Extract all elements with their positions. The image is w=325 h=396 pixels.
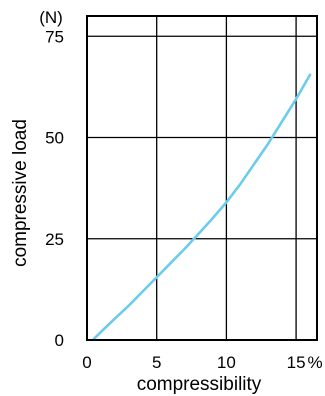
grid-lines bbox=[87, 16, 317, 340]
y-tick-label: 25 bbox=[45, 230, 64, 249]
x-tick-label: 0 bbox=[82, 353, 91, 372]
x-unit-label: % bbox=[307, 353, 322, 372]
y-unit-label: (N) bbox=[39, 8, 63, 27]
x-tick-labels: 0 5 10 15 bbox=[82, 353, 305, 372]
series-line bbox=[92, 73, 312, 341]
x-axis-title: compressibility bbox=[137, 374, 262, 395]
x-tick-label: 5 bbox=[152, 353, 161, 372]
x-tick-label: 15 bbox=[287, 353, 306, 372]
y-tick-labels: 0 25 50 75 bbox=[45, 27, 64, 350]
y-tick-label: 0 bbox=[55, 331, 64, 350]
x-tick-label: 10 bbox=[217, 353, 236, 372]
y-tick-label: 75 bbox=[45, 27, 64, 46]
plot-frame bbox=[86, 15, 318, 341]
y-tick-label: 50 bbox=[45, 129, 64, 148]
y-axis-title: compressive load bbox=[10, 119, 31, 267]
